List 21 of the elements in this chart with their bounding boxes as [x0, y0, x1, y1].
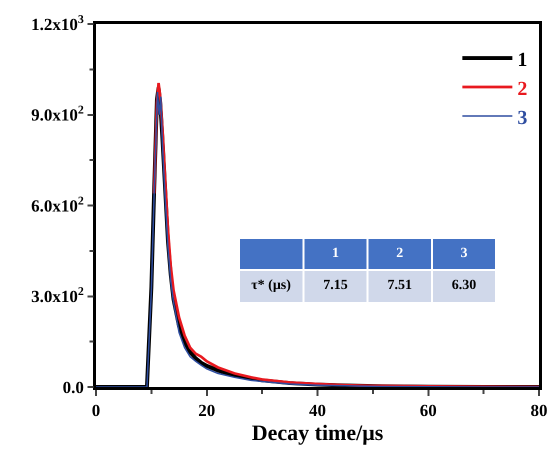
annotation: 7.15: [323, 278, 348, 294]
x-tick-label: 40: [309, 401, 326, 420]
y-tick-label: 3.0x10$^{2}$: [31, 284, 84, 306]
annotation: 6.30: [452, 278, 476, 294]
annotation: 1: [332, 246, 339, 262]
annotation: 7.51: [387, 278, 412, 294]
legend-label: 2: [517, 78, 528, 100]
x-tick-label: 80: [530, 401, 548, 420]
y-tick-label: 1.2x10$^{3}$: [31, 12, 84, 34]
y-tick-label: 9.0x10$^{2}$: [31, 102, 84, 125]
x-tick-label: 60: [420, 401, 437, 420]
annotation: τ* (μs): [251, 278, 292, 294]
y-tick-label: 6.0x10$^{2}$: [31, 193, 84, 216]
x-tick-label: 20: [198, 401, 216, 420]
legend-label: 3: [517, 106, 528, 129]
y-tick-label: 0.0: [62, 378, 84, 397]
x-tick-label: 0: [92, 401, 100, 420]
annotation: 3: [460, 246, 468, 262]
x-axis-title: Decay time/μs: [252, 420, 384, 446]
annotation: 2: [396, 246, 404, 262]
legend-label: 1: [517, 48, 528, 71]
